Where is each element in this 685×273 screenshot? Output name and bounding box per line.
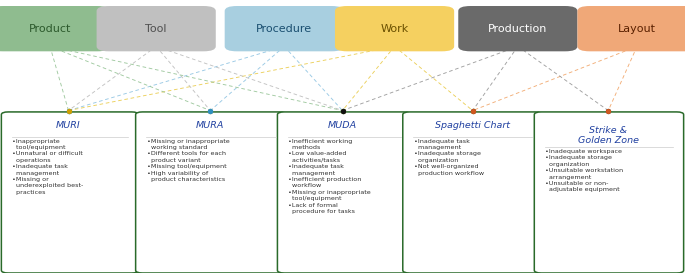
Text: Product: Product: [29, 24, 71, 34]
FancyBboxPatch shape: [277, 112, 411, 273]
Text: MURA: MURA: [196, 121, 225, 129]
Text: •Inefficient working
  methods
•Low value-added
  activities/tasks
•Inadequate t: •Inefficient working methods •Low value-…: [288, 139, 371, 214]
Text: •Inadequate workspace
•Inadequate storage
  organization
•Unsuitable workstation: •Inadequate workspace •Inadequate storag…: [545, 149, 623, 192]
Text: •Inadequate task
  management
•Inadequate storage
  organization
•Not well-organ: •Inadequate task management •Inadequate …: [414, 139, 484, 176]
Text: Production: Production: [488, 24, 547, 34]
Text: Layout: Layout: [618, 24, 656, 34]
Text: Tool: Tool: [145, 24, 167, 34]
Text: •Missing or inappropriate
  working standard
•Different tools for each
  product: •Missing or inappropriate working standa…: [147, 139, 229, 182]
Text: MUDA: MUDA: [328, 121, 357, 129]
Text: Strike &
Golden Zone: Strike & Golden Zone: [577, 126, 639, 145]
Text: •Inappropriate
  tool/equipment
•Unnatural or difficult
  operations
•Inadequate: •Inappropriate tool/equipment •Unnatural…: [12, 139, 84, 195]
FancyBboxPatch shape: [534, 112, 684, 273]
FancyBboxPatch shape: [225, 6, 344, 51]
FancyBboxPatch shape: [97, 6, 216, 51]
FancyBboxPatch shape: [577, 6, 685, 51]
FancyBboxPatch shape: [1, 112, 138, 273]
FancyBboxPatch shape: [136, 112, 286, 273]
FancyBboxPatch shape: [0, 6, 110, 51]
Text: Work: Work: [380, 24, 409, 34]
FancyBboxPatch shape: [403, 112, 543, 273]
FancyBboxPatch shape: [458, 6, 577, 51]
FancyBboxPatch shape: [335, 6, 454, 51]
Text: Procedure: Procedure: [256, 24, 312, 34]
Text: Spaghetti Chart: Spaghetti Chart: [435, 121, 510, 129]
Text: MURI: MURI: [56, 121, 81, 129]
